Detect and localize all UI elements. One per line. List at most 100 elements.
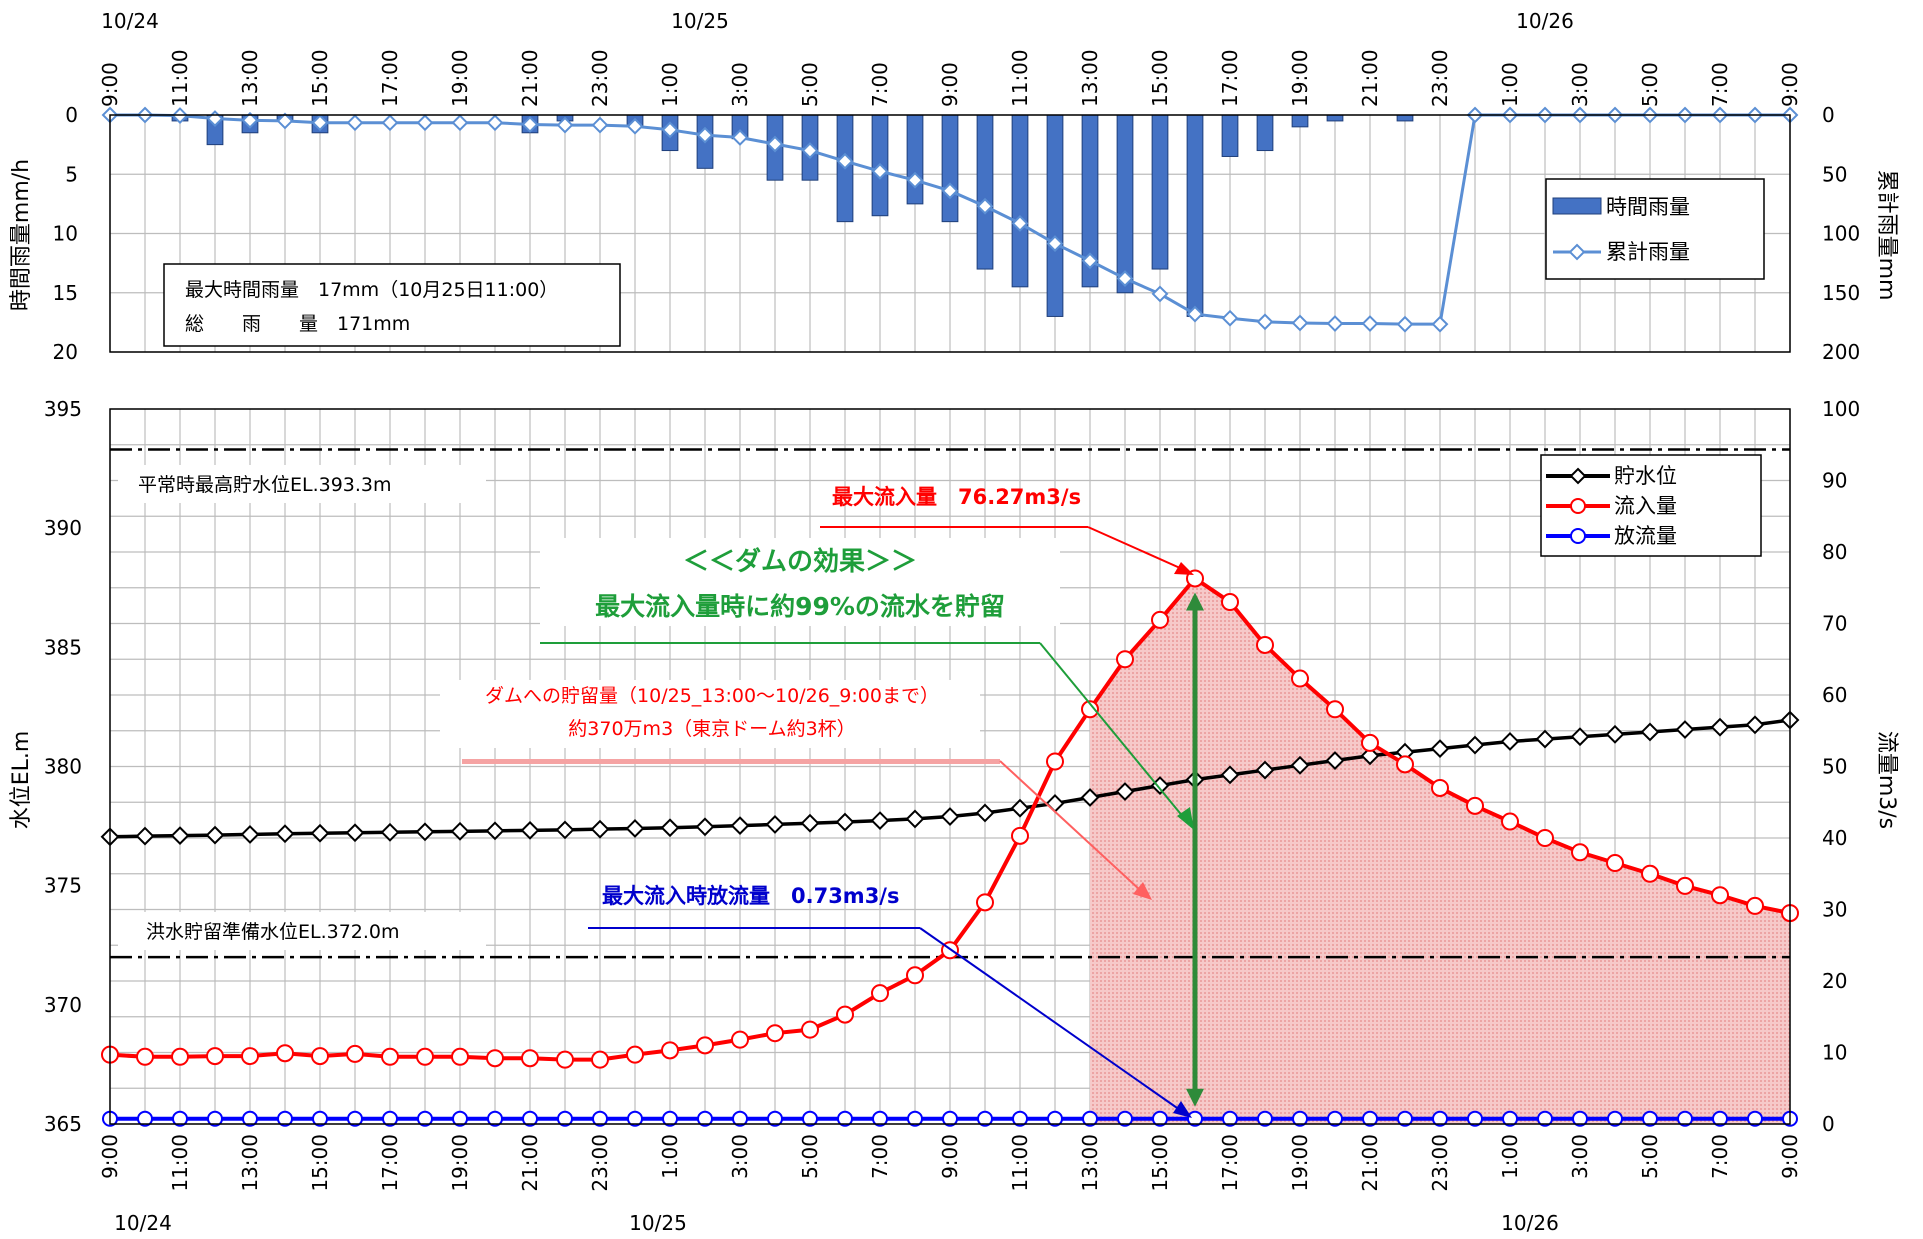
inflow-point [136,1047,154,1066]
rain-legend: 時間雨量 累計雨量 [1545,178,1765,280]
cumulative-rain-point [626,117,644,135]
outflow-point [767,1110,783,1127]
inflow-point [451,1047,469,1066]
hourly-rain-bar [1011,114,1029,288]
water-level-point [1080,788,1100,807]
inflow-point [1011,826,1029,845]
inflow-point [381,1047,399,1066]
cumulative-rain-point [766,135,784,153]
legend-outflow-label: 放流量 [1614,524,1677,548]
outflow-point [1502,1110,1518,1127]
water-level-point [1675,720,1695,739]
cumulative-rain-point [1361,315,1379,332]
cumulative-rain-point [416,114,434,132]
outflow-point [1117,1110,1133,1127]
dam-effect-arrow-down [1186,1088,1204,1107]
dam-xtick: 1:00 [658,1134,682,1179]
cumulative-rain-point [311,114,329,132]
dam-ytick-right: 50 [1822,755,1847,779]
outflow-point [662,1110,678,1127]
inflow-point [346,1044,364,1063]
hourly-rain-bar [1186,114,1204,317]
inflow-point [731,1030,749,1049]
outflow-point [1362,1110,1378,1127]
outflow-point [1712,1110,1728,1127]
inflow-point [1571,843,1589,862]
dam-plot-border [109,408,1791,1125]
dam-xtick: 23:00 [1428,1134,1452,1192]
dam-xtick: 13:00 [238,1134,262,1192]
dam-date-label: 10/25 [629,1211,687,1235]
legend-cumulative-rain-label: 累計雨量 [1606,240,1690,264]
hourly-rain-bar [941,114,959,223]
outflow-point [1467,1110,1483,1127]
water-level-point [345,823,365,843]
hourly-rain-bar [1256,114,1274,152]
inflow-point [1396,755,1414,774]
inflow-point [416,1047,434,1066]
outflow-point [1607,1110,1623,1127]
water-level-point [485,821,505,841]
dam-xtick: 17:00 [378,1134,402,1192]
dam-ytick-right: 0 [1822,1112,1835,1136]
cumulative-rain-point [871,162,889,180]
water-level-point [765,815,785,834]
outflow-point [487,1110,503,1127]
dam-annotations: 最大流入量 76.27m3/s ＜＜ダムの効果＞＞ 最大流入量時に約99%の流水… [440,485,1194,1118]
max-outflow-note: 最大流入時放流量 0.73m3/s [602,884,899,908]
outflow-point [242,1110,258,1127]
water-level-point [205,825,225,845]
rain-xtick: 15:00 [308,49,332,107]
outflow-point [1747,1110,1763,1127]
cumulative-rain-point [1221,309,1239,327]
hourly-rain-bar [1396,114,1414,122]
rain-ytick-left: 5 [65,162,78,186]
rain-xtick: 23:00 [1428,49,1452,107]
water-level-point [835,812,855,832]
outflow-point [1082,1110,1098,1127]
water-level-point [905,809,925,829]
dam-xtick: 9:00 [98,1134,122,1179]
inflow-point [1046,752,1064,771]
inflow-point [311,1047,329,1066]
rain-xtick: 9:00 [98,62,122,107]
rain-xtick: 3:00 [1568,62,1592,107]
cumulative-rain-point [1151,285,1169,303]
cumulative-rain-point [696,126,714,144]
ref-normal-max-label: 平常時最高貯水位EL.393.3m [138,474,392,496]
outflow-point [137,1110,153,1127]
rain-xtick: 17:00 [378,49,402,107]
rain-xtick: 9:00 [938,62,962,107]
dam-legend: 貯水位 流入量 放流量 [1540,454,1762,557]
rain-xtick: 17:00 [1218,49,1242,107]
dam-xtick: 5:00 [798,1134,822,1179]
water-level-point [1710,717,1730,737]
dam-ytick-left: 395 [44,397,82,421]
water-level-point [1745,715,1765,735]
inflow-point [1151,610,1169,629]
rain-xtick: 13:00 [238,49,262,107]
dam-xtick: 19:00 [1288,1134,1312,1192]
water-level-point [870,811,890,831]
legend-water-level-marker [1569,467,1587,485]
dam-xtick: 23:00 [588,1134,612,1192]
outflow-point [452,1110,468,1127]
legend-inflow-label: 流入量 [1614,494,1677,518]
outflow-point [172,1110,188,1127]
dam-ylabel-right: 流量m3/s [1874,731,1899,829]
cumulative-rain-point [591,116,609,134]
outflow-point [1572,1110,1588,1127]
hourly-rain-bar [1046,114,1064,317]
rain-xtick: 1:00 [1498,62,1522,107]
water-level-point [135,826,155,846]
dam-series [100,569,1800,1127]
dam-xtick: 9:00 [938,1134,962,1179]
dam-xtick: 7:00 [1708,1134,1732,1179]
dam-ytick-right: 100 [1822,397,1860,421]
dam-ytick-right: 90 [1822,469,1847,493]
outflow-point [1677,1110,1693,1127]
dam-axis-ticks: 365 370 375 380 385 390 395 0 10 20 30 40 50 60 70 80 90… [44,397,1860,1235]
inflow-point [1431,778,1449,797]
